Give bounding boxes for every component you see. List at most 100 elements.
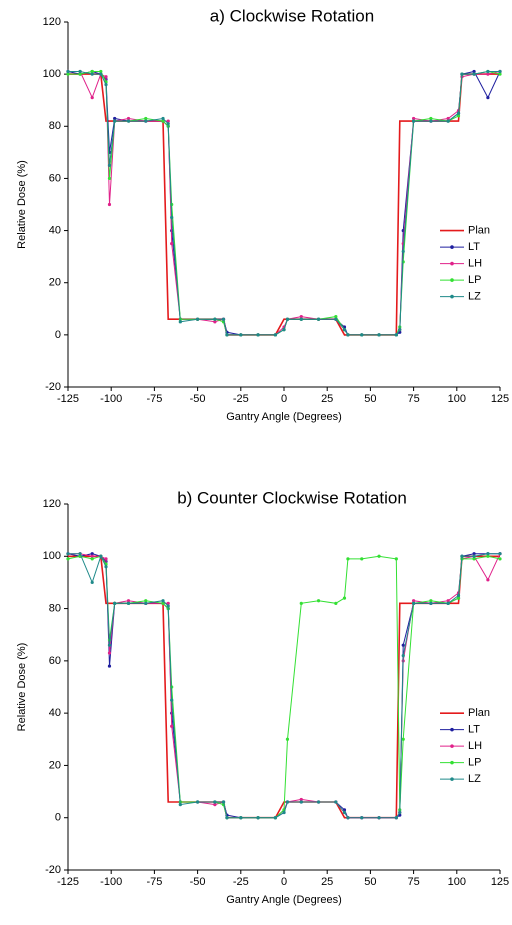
- series-line: [68, 71, 500, 336]
- data-point: [221, 800, 226, 804]
- data-point: [78, 72, 82, 76]
- data-point: [446, 119, 450, 123]
- data-point: [486, 578, 490, 582]
- data-point: [196, 317, 200, 321]
- data-point: [401, 249, 405, 254]
- x-tick-label: 0: [281, 876, 287, 888]
- data-point: [282, 328, 286, 332]
- data-point: [256, 816, 260, 820]
- data-point: [299, 601, 303, 605]
- x-tick-label: 0: [281, 393, 287, 405]
- data-point: [299, 317, 303, 321]
- data-point: [446, 599, 450, 603]
- data-point: [456, 114, 461, 118]
- x-tick-label: 25: [321, 393, 333, 405]
- x-tick-label: 125: [491, 393, 509, 405]
- legend-marker: [450, 727, 454, 732]
- data-point: [377, 816, 381, 820]
- series-line: [67, 553, 500, 819]
- series-line: [68, 70, 501, 336]
- y-tick-label: 40: [49, 707, 61, 719]
- x-tick-label: 100: [448, 876, 466, 888]
- data-point: [66, 72, 70, 76]
- data-point: [144, 601, 148, 605]
- legend-label: LZ: [468, 773, 481, 785]
- y-tick-label: 120: [43, 498, 61, 510]
- data-point: [360, 333, 364, 337]
- data-point: [90, 69, 94, 74]
- data-point: [486, 554, 490, 558]
- data-point: [377, 333, 381, 337]
- data-point: [299, 800, 303, 804]
- y-tick-label: 40: [49, 224, 61, 236]
- data-point: [126, 119, 131, 123]
- data-point: [170, 215, 174, 220]
- data-point: [346, 333, 350, 337]
- data-point: [498, 69, 502, 74]
- data-point: [398, 328, 402, 332]
- legend-marker: [450, 744, 454, 748]
- data-point: [104, 75, 108, 79]
- data-point: [256, 333, 260, 337]
- data-point: [456, 596, 461, 600]
- y-tick-label: 80: [49, 120, 61, 132]
- data-point: [360, 557, 364, 561]
- data-point: [161, 601, 165, 605]
- data-point: [66, 552, 70, 556]
- data-point: [170, 242, 174, 246]
- data-point: [342, 810, 347, 815]
- data-point: [316, 800, 321, 804]
- data-point: [486, 72, 490, 76]
- legend-label: LH: [468, 257, 482, 269]
- data-point: [429, 599, 433, 603]
- data-point: [90, 557, 94, 561]
- legend-label: LZ: [468, 290, 481, 302]
- data-point: [342, 328, 347, 332]
- data-point: [213, 803, 217, 807]
- data-point: [360, 816, 364, 820]
- data-point: [446, 601, 450, 605]
- data-point: [144, 116, 148, 121]
- data-point: [394, 333, 398, 337]
- data-point: [213, 800, 217, 804]
- data-point: [126, 116, 131, 121]
- data-point: [90, 96, 94, 100]
- legend-label: Plan: [468, 707, 490, 719]
- data-point: [429, 116, 433, 121]
- legend-label: LH: [468, 740, 482, 752]
- data-point: [107, 202, 112, 207]
- x-tick-label: -125: [57, 876, 79, 888]
- series-line: [68, 71, 501, 336]
- data-point: [486, 552, 490, 556]
- data-point: [107, 643, 112, 647]
- data-point: [472, 554, 476, 558]
- data-point: [273, 333, 277, 337]
- data-point: [334, 317, 338, 321]
- data-point: [99, 554, 103, 558]
- legend-label: LT: [468, 241, 480, 253]
- data-point: [90, 552, 94, 556]
- data-point: [460, 72, 464, 76]
- data-point: [342, 596, 347, 600]
- data-point: [196, 800, 200, 804]
- data-point: [282, 810, 286, 815]
- data-point: [90, 580, 94, 585]
- data-point: [144, 599, 148, 603]
- data-point: [334, 601, 338, 605]
- data-point: [472, 72, 476, 76]
- data-point: [161, 599, 165, 603]
- y-tick-label: 120: [43, 16, 61, 28]
- chart-title: b) Counter Clockwise Rotation: [177, 488, 407, 507]
- data-point: [161, 116, 165, 121]
- x-tick-label: 50: [364, 876, 376, 888]
- data-point: [225, 333, 229, 337]
- data-point: [460, 554, 464, 558]
- data-point: [126, 599, 131, 603]
- data-point: [104, 565, 108, 569]
- x-tick-label: -75: [146, 876, 162, 888]
- data-point: [166, 604, 170, 608]
- y-tick-label: 80: [49, 602, 61, 614]
- data-point: [346, 816, 350, 820]
- data-point: [213, 317, 217, 321]
